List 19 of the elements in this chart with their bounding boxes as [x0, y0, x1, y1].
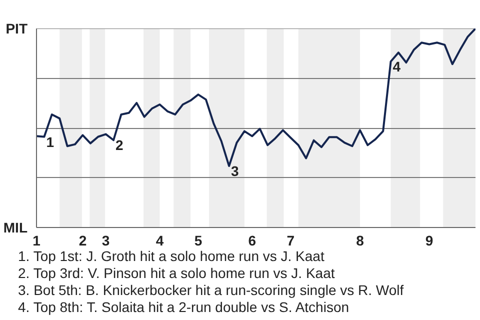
text: 3. Bot 5th: B. Knickerbocker hit a run-scoring single vs R. Wolf: [18, 282, 404, 299]
x-tick-label: 6: [248, 232, 256, 248]
text: 4. Top 8th: T. Solaita hit a 2-run double vs S. Atchison: [18, 299, 350, 316]
annotation: 4: [392, 58, 401, 75]
text: 1. Top 1st: J. Groth hit a solo home run vs J. Kaat: [18, 248, 326, 265]
x-tick-label: 8: [356, 232, 364, 248]
text: PIT: [6, 20, 28, 36]
x-tick-label: 1: [32, 232, 41, 248]
annotation: 1: [46, 134, 54, 150]
x-tick-label: 2: [78, 232, 87, 248]
annotation: 3: [231, 163, 240, 180]
x-tick-label: 5: [194, 232, 202, 248]
annotation: 2: [116, 137, 124, 154]
x-tick-label: 3: [102, 232, 110, 248]
x-tick-label: 4: [156, 232, 164, 248]
x-tick-label: 7: [286, 232, 295, 248]
x-tick-label: 9: [425, 232, 434, 248]
text: 2. Top 3rd: V. Pinson hit a solo home run vs J. Kaat: [18, 265, 336, 282]
text: MIL: [3, 220, 28, 236]
